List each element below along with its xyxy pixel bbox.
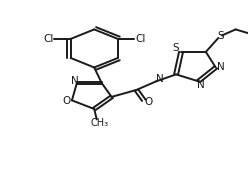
Text: Cl: Cl — [43, 34, 54, 44]
Text: O: O — [145, 97, 153, 107]
Text: Cl: Cl — [135, 34, 145, 44]
Text: N: N — [197, 80, 205, 90]
Text: N: N — [70, 76, 78, 86]
Text: O: O — [63, 96, 71, 106]
Text: CH₃: CH₃ — [90, 118, 108, 128]
Text: S: S — [173, 43, 179, 53]
Text: N: N — [156, 74, 164, 84]
Text: S: S — [217, 31, 224, 41]
Text: N: N — [217, 62, 225, 72]
